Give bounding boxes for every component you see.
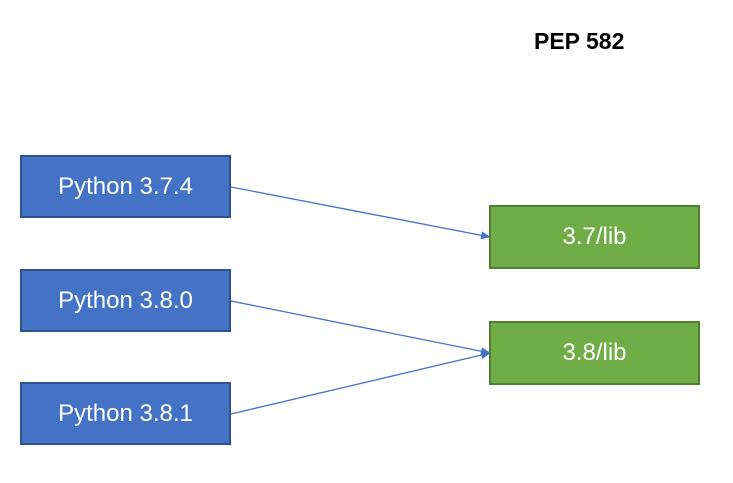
- lib-3-7-box: 3.7/lib: [489, 205, 700, 269]
- python-3-8-0-box: Python 3.8.0: [20, 269, 231, 332]
- python-3-7-4-label: Python 3.7.4: [58, 172, 193, 200]
- arrow-374-to-37lib: [230, 186, 491, 240]
- diagram-title: PEP 582: [534, 28, 625, 54]
- lib-3-8-box: 3.8/lib: [489, 321, 700, 385]
- python-3-8-1-box: Python 3.8.1: [20, 382, 231, 445]
- arrow-381-to-38lib: [230, 351, 491, 415]
- lib-3-8-label: 3.8/lib: [562, 339, 627, 366]
- arrow-380-to-38lib: [230, 300, 491, 356]
- python-3-8-0-label: Python 3.8.0: [58, 286, 193, 314]
- python-3-8-1-label: Python 3.8.1: [58, 399, 193, 427]
- lib-3-7-label: 3.7/lib: [562, 223, 627, 250]
- python-3-7-4-box: Python 3.7.4: [20, 155, 231, 218]
